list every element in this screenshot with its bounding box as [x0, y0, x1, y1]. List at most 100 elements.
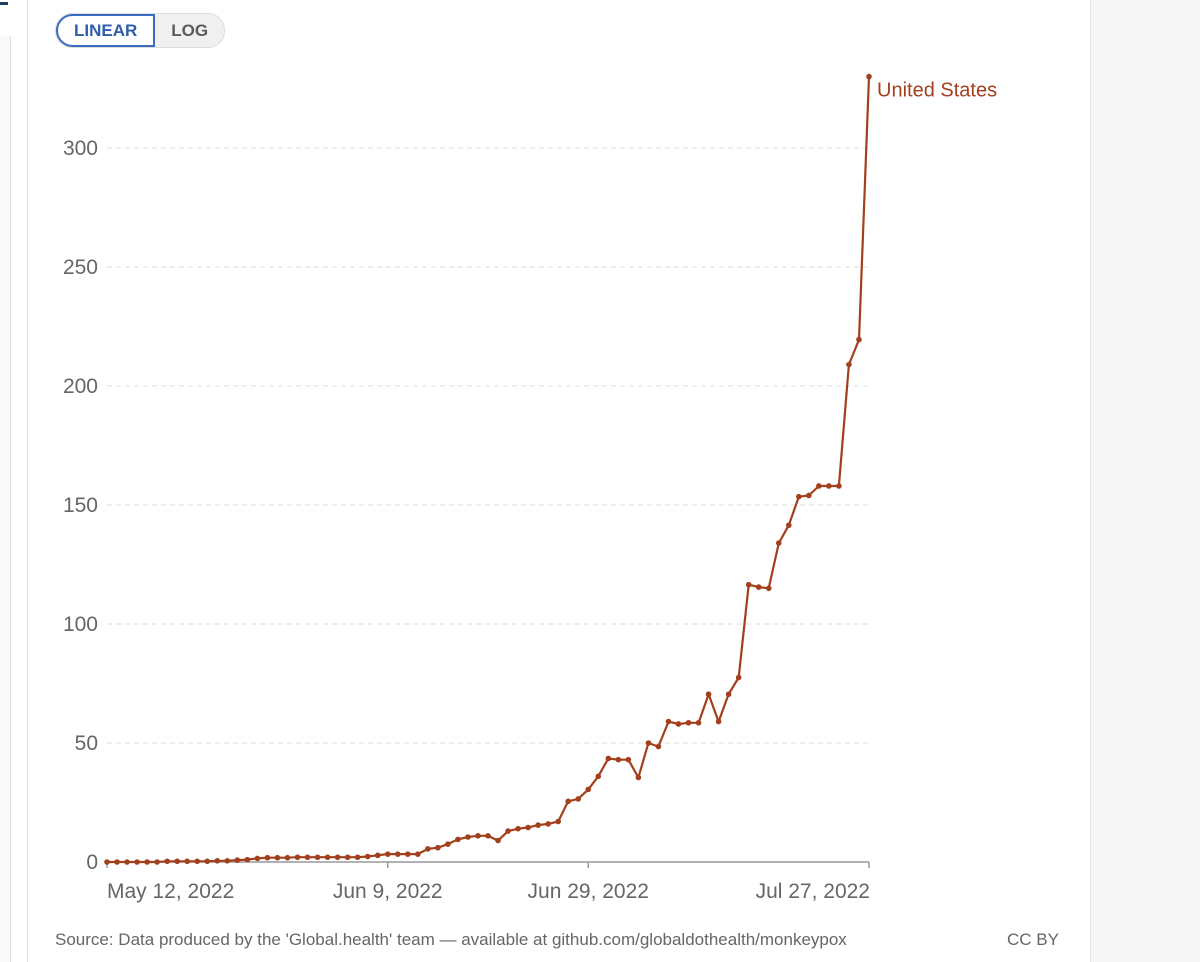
x-tick-label: May 12, 2022	[107, 880, 234, 903]
source-note: Source: Data produced by the 'Global.hea…	[55, 930, 847, 949]
data-point	[755, 584, 762, 590]
data-point	[725, 691, 732, 698]
data-point	[705, 691, 712, 698]
data-point	[745, 581, 752, 588]
data-point	[425, 846, 431, 852]
data-point	[846, 361, 852, 368]
data-point	[214, 858, 221, 864]
y-tick-label: 100	[63, 613, 98, 636]
scale-toggle: LINEAR LOG	[55, 13, 226, 48]
data-point	[384, 851, 391, 857]
data-point	[475, 833, 481, 839]
y-tick-label: 50	[75, 732, 98, 755]
x-tick-label: Jun 9, 2022	[333, 880, 443, 903]
data-point	[154, 859, 160, 865]
data-point	[505, 828, 511, 834]
data-point	[765, 585, 772, 592]
data-point	[445, 841, 451, 847]
data-point	[806, 492, 812, 499]
series-label: United States	[877, 80, 997, 102]
data-point	[565, 798, 572, 805]
data-point	[104, 859, 110, 865]
data-point	[194, 858, 201, 865]
data-point	[675, 721, 682, 727]
data-point	[204, 858, 211, 865]
data-point	[525, 824, 531, 831]
data-point	[134, 859, 140, 865]
data-point	[164, 858, 170, 865]
data-point	[575, 796, 582, 802]
data-point	[455, 836, 461, 843]
data-point	[244, 856, 251, 863]
data-point	[415, 851, 421, 857]
data-point	[354, 854, 361, 861]
data-point	[324, 854, 331, 861]
data-point	[775, 540, 782, 546]
data-point	[184, 858, 191, 865]
data-point	[515, 825, 521, 832]
y-tick-label: 250	[63, 256, 98, 279]
data-point	[826, 483, 832, 489]
data-point	[374, 852, 381, 859]
data-point	[545, 821, 551, 827]
data-point	[495, 837, 501, 844]
data-point	[304, 854, 311, 861]
data-point	[625, 756, 632, 763]
data-point	[394, 851, 401, 857]
series-line-united-states	[107, 76, 871, 864]
data-point	[294, 854, 301, 861]
data-point	[665, 718, 672, 725]
data-point	[555, 818, 561, 825]
y-tick-label: 150	[63, 494, 98, 517]
x-tick-label: Jun 29, 2022	[528, 880, 649, 903]
data-point	[605, 755, 612, 762]
data-point	[334, 854, 341, 861]
data-point	[114, 859, 120, 865]
data-point	[535, 822, 541, 828]
left-panel	[0, 0, 28, 962]
data-point	[404, 851, 411, 857]
data-point	[615, 756, 622, 763]
data-point	[284, 854, 291, 861]
data-point	[144, 859, 150, 865]
data-point	[836, 483, 842, 489]
data-point	[715, 718, 722, 725]
data-point	[796, 493, 802, 500]
data-point	[465, 834, 471, 840]
data-point	[344, 854, 351, 861]
data-point	[655, 743, 662, 750]
license-link[interactable]: CC BY	[1007, 930, 1059, 949]
data-point	[645, 740, 652, 746]
data-point	[435, 844, 441, 851]
data-point	[816, 483, 822, 489]
data-point	[695, 719, 702, 726]
data-point	[785, 522, 792, 529]
data-point	[685, 719, 692, 726]
log-scale-button[interactable]: LOG	[171, 21, 209, 40]
data-point	[364, 853, 371, 860]
y-tick-label: 0	[86, 851, 98, 874]
y-tick-label: 200	[63, 375, 98, 398]
data-point	[485, 833, 491, 839]
left-panel-marker	[0, 2, 8, 5]
y-tick-label: 300	[63, 137, 98, 160]
data-point	[866, 73, 872, 80]
right-panel	[1090, 0, 1200, 962]
data-point	[254, 855, 261, 862]
data-point	[274, 854, 281, 861]
data-point	[174, 858, 180, 865]
data-point	[635, 774, 642, 781]
data-point	[314, 854, 321, 861]
data-point	[585, 786, 592, 793]
data-point	[856, 336, 862, 343]
linear-scale-button[interactable]: LINEAR	[56, 14, 156, 47]
data-point	[264, 854, 271, 861]
x-tick-label: Jul 27, 2022	[756, 880, 870, 903]
data-point	[595, 773, 602, 780]
left-card	[0, 36, 11, 962]
data-point	[735, 674, 742, 681]
data-point	[124, 859, 130, 865]
data-point	[234, 857, 241, 863]
data-point	[224, 858, 231, 864]
